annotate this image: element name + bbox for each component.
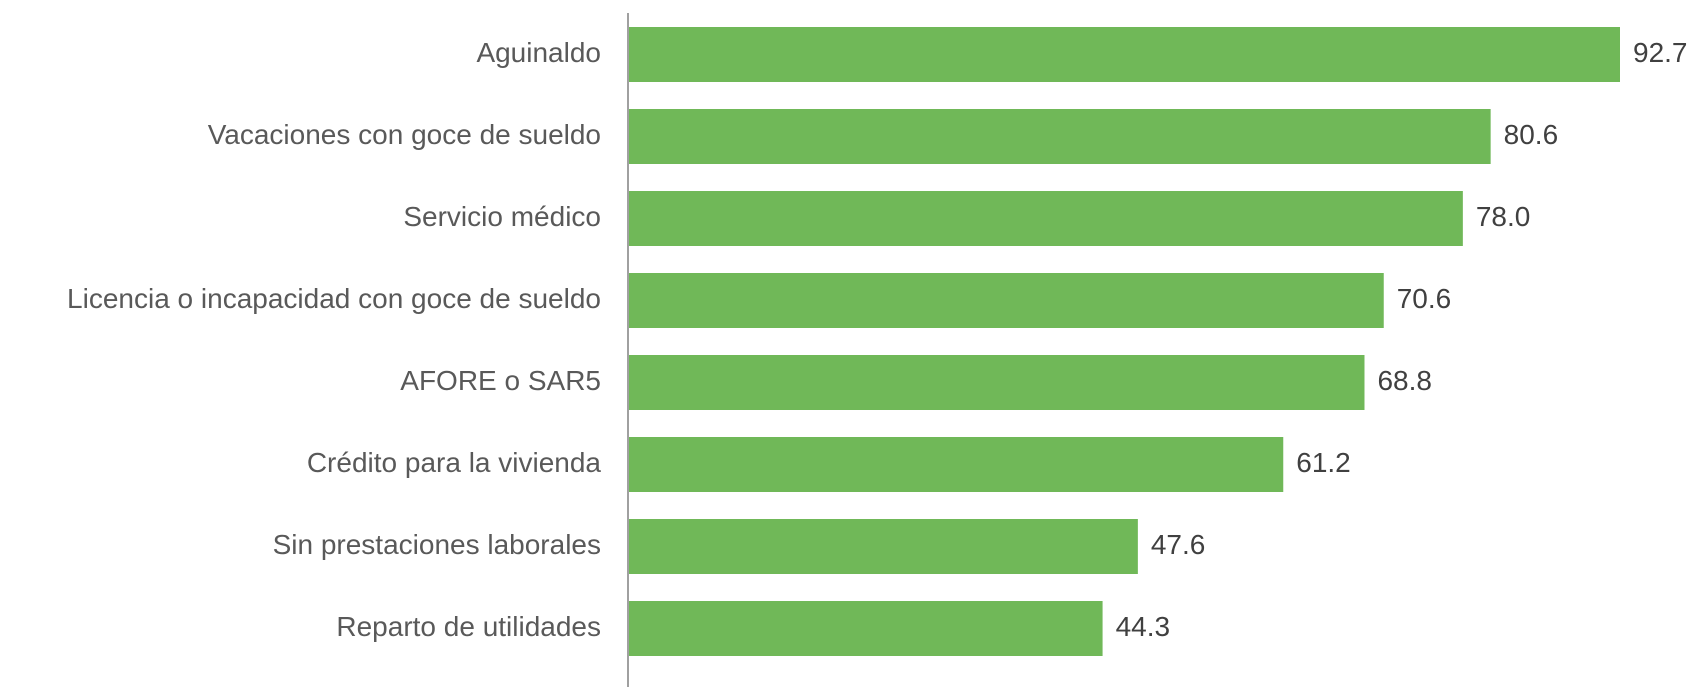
bar: [629, 519, 1138, 574]
category-label: Aguinaldo: [476, 37, 601, 68]
value-label: 47.6: [1151, 529, 1206, 560]
bar: [629, 437, 1284, 492]
value-label: 78.0: [1476, 201, 1531, 232]
value-label: 61.2: [1296, 447, 1351, 478]
value-label: 68.8: [1377, 365, 1432, 396]
category-label: Servicio médico: [403, 201, 601, 232]
value-label: 92.7: [1633, 37, 1688, 68]
bar: [629, 601, 1103, 656]
category-label: Crédito para la vivienda: [307, 447, 602, 478]
category-label: Sin prestaciones laborales: [273, 529, 601, 560]
value-label: 70.6: [1397, 283, 1452, 314]
bar: [629, 191, 1463, 246]
bar: [629, 273, 1384, 328]
bar: [629, 109, 1491, 164]
value-label: 44.3: [1116, 611, 1171, 642]
category-label: AFORE o SAR5: [400, 365, 601, 396]
bar: [629, 355, 1365, 410]
category-label: Vacaciones con goce de sueldo: [208, 119, 601, 150]
category-label: Licencia o incapacidad con goce de sueld…: [67, 283, 601, 314]
bar: [629, 27, 1620, 82]
category-label: Reparto de utilidades: [336, 611, 601, 642]
value-label: 80.6: [1504, 119, 1559, 150]
